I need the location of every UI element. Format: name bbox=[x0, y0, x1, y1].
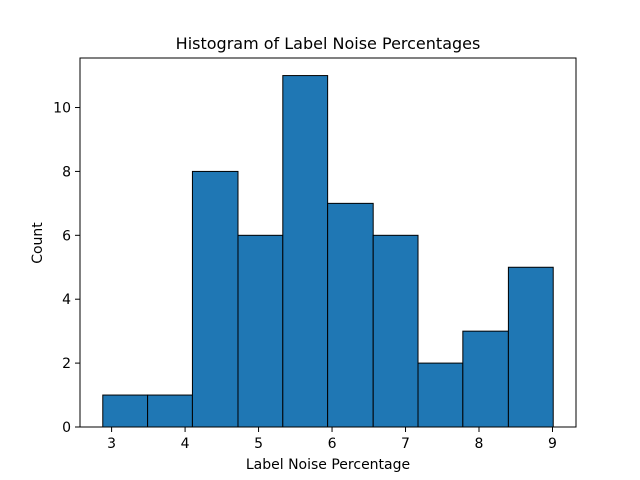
x-axis-ticks: 3 4 5 6 7 8 9 bbox=[107, 427, 557, 452]
histogram-bar-5 bbox=[282, 75, 329, 428]
histogram-bar-7 bbox=[372, 234, 419, 428]
chart-title: Histogram of Label Noise Percentages bbox=[176, 34, 481, 53]
histogram-bar-4 bbox=[237, 234, 284, 428]
histogram-bar-10 bbox=[507, 266, 554, 428]
x-tick-label: 4 bbox=[181, 436, 190, 452]
x-tick-label: 6 bbox=[328, 436, 337, 452]
histogram-bar-6 bbox=[327, 202, 374, 428]
x-axis-label: Label Noise Percentage bbox=[246, 457, 410, 473]
y-tick-label: 6 bbox=[62, 228, 71, 244]
histogram-bar-2 bbox=[147, 394, 193, 428]
y-tick-label: 2 bbox=[62, 356, 71, 372]
y-axis-label: Count bbox=[30, 222, 46, 264]
histogram-bar-8 bbox=[417, 362, 464, 428]
bars-group bbox=[102, 75, 554, 428]
histogram-bar-3 bbox=[191, 170, 239, 428]
y-tick-label: 10 bbox=[53, 101, 71, 117]
x-tick-label: 9 bbox=[548, 436, 557, 452]
plot-frame bbox=[79, 57, 577, 428]
x-tick-label: 3 bbox=[107, 436, 116, 452]
y-axis-ticks: 0 2 4 6 8 10 bbox=[53, 101, 80, 436]
y-tick-label: 4 bbox=[62, 292, 71, 308]
y-tick-label: 0 bbox=[62, 420, 71, 436]
x-tick-label: 7 bbox=[401, 436, 410, 452]
histogram-bar-9 bbox=[462, 330, 509, 428]
x-tick-label: 5 bbox=[254, 436, 263, 452]
y-tick-label: 8 bbox=[62, 164, 71, 180]
x-tick-label: 8 bbox=[475, 436, 484, 452]
histogram-bar-1 bbox=[102, 394, 149, 428]
